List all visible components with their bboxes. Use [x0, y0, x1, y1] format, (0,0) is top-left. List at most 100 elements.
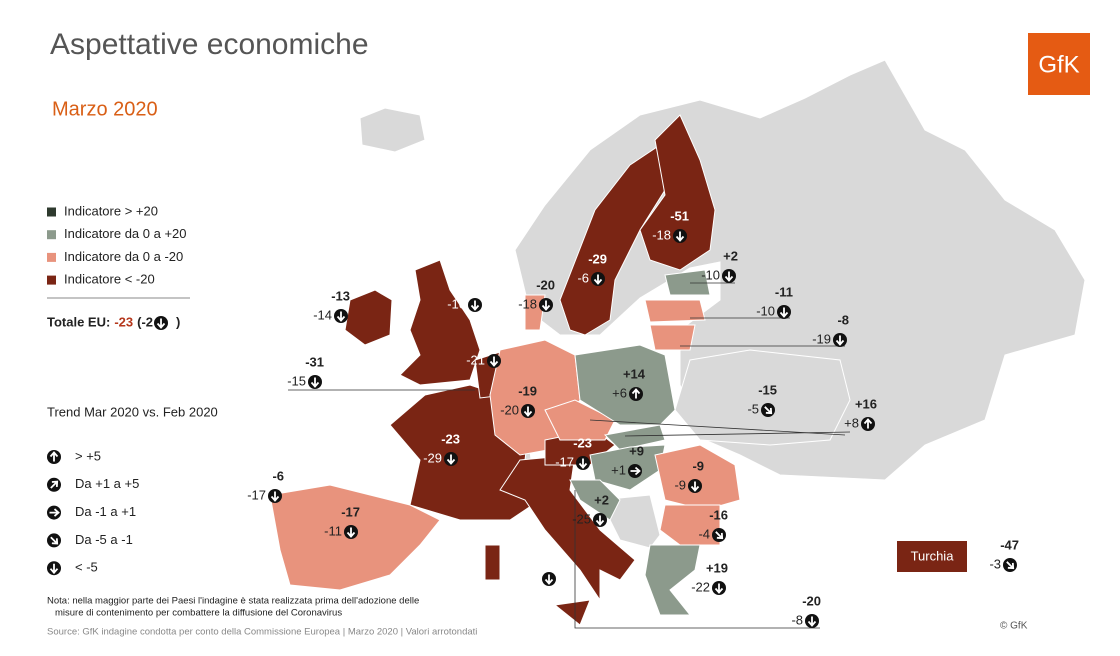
country-change: -3: [989, 556, 1001, 571]
latvia: [644, 299, 706, 323]
trend-icon: [591, 272, 605, 286]
trend-icon: [47, 450, 61, 464]
total-close: ): [176, 314, 180, 329]
legend-label: Indicatore > +20: [64, 203, 158, 218]
trend-icon: [761, 403, 775, 417]
czechia: [544, 399, 616, 441]
leader-line: [624, 431, 851, 437]
legend-swatch: [47, 230, 56, 240]
country-change: -15: [287, 373, 306, 388]
trend-icon: [576, 456, 590, 470]
trend-label: Da -1 a +1: [75, 504, 136, 519]
trend-icon: [861, 417, 875, 431]
country-value: -29: [588, 251, 607, 266]
icon-arrow: [835, 335, 845, 346]
country-change: -43: [521, 570, 540, 585]
trend-icon: [47, 477, 61, 492]
trend-icon: [629, 387, 643, 401]
country-change: -10: [447, 296, 466, 311]
country-change: -18: [652, 227, 671, 242]
romania: [654, 444, 741, 511]
icon-arrow: [779, 307, 789, 318]
trend-icon: [712, 581, 726, 595]
trend-icon: [539, 298, 553, 312]
icon-arrow: [595, 515, 605, 526]
icon-arrow: [675, 231, 685, 242]
logo: [1028, 33, 1090, 95]
trend-label: Da -5 a -1: [75, 532, 133, 547]
trend-icon: [521, 404, 535, 418]
country-value: -17: [341, 504, 360, 519]
legend-swatch: [47, 207, 56, 217]
icon-arrow: [544, 574, 554, 585]
source: Source: GfK indagine condotta per conto …: [47, 627, 477, 638]
sardinia: [484, 544, 501, 581]
trend-icon: [805, 614, 819, 628]
copyright: © GfK: [1000, 621, 1028, 632]
icon-arrow: [50, 480, 59, 489]
total-change: (-2: [137, 314, 153, 329]
trend-label: > +5: [75, 448, 101, 463]
icon-arrow: [724, 271, 734, 282]
lithuania: [649, 324, 696, 351]
trend-icon: [777, 305, 791, 319]
trend-icon: [487, 354, 501, 368]
country-value: -15: [758, 382, 777, 397]
icon-arrow: [523, 406, 533, 417]
country-change: -10: [701, 267, 720, 282]
country-value: -20: [802, 593, 821, 608]
trend-label: Da +1 a +5: [75, 476, 139, 491]
country-value: -13: [331, 288, 350, 303]
icon-arrow: [49, 508, 60, 517]
sicily: [553, 599, 591, 626]
subtitle: Marzo 2020: [52, 98, 158, 120]
icon-arrow: [310, 377, 320, 388]
icon-arrow: [714, 583, 724, 594]
country-change: +6: [612, 385, 627, 400]
trend-icon: [308, 375, 322, 389]
trend-title: Trend Mar 2020 vs. Feb 2020: [47, 404, 218, 419]
icon-arrow: [764, 406, 773, 415]
trend-icon: [154, 316, 169, 330]
country-value: -6: [272, 468, 284, 483]
land: [359, 107, 426, 153]
country-value: -23: [465, 277, 484, 292]
trend-icon: [47, 561, 61, 576]
trend-icon: [47, 505, 61, 520]
country-value: +2: [594, 492, 609, 507]
trend-icon: [1003, 558, 1017, 572]
leader-line: [574, 490, 820, 629]
icon-arrow: [631, 388, 641, 399]
trend-icon: [712, 528, 726, 542]
icon-arrow: [489, 356, 499, 367]
country-change: -17: [247, 487, 266, 502]
trend-label: < -5: [75, 560, 98, 575]
country-value: +2: [723, 248, 738, 263]
country-value: -47: [1000, 537, 1019, 552]
icon-arrow: [50, 536, 59, 545]
country-change: -22: [691, 579, 710, 594]
land: [674, 349, 851, 446]
estonia: [664, 269, 711, 296]
country-change: -25: [572, 511, 591, 526]
legend-swatch: [47, 275, 56, 285]
total-label: Totale EU:: [47, 314, 110, 329]
icon-arrow: [715, 531, 724, 540]
country-change: -18: [518, 296, 537, 311]
country-name: Turchia: [911, 548, 955, 563]
title: Aspettative economiche: [50, 28, 369, 61]
icon-arrow: [690, 481, 700, 492]
trend-icon: [673, 229, 687, 243]
legend-label: Indicatore < -20: [64, 272, 155, 287]
trend-icon: [688, 479, 702, 493]
slovakia: [603, 424, 666, 451]
country-value: -16: [709, 507, 728, 522]
country-change: -11: [324, 523, 342, 538]
trend-icon: [334, 309, 348, 323]
uk: [399, 259, 481, 386]
trend-icon: [268, 489, 282, 503]
greece: [644, 544, 701, 616]
country-value: -31: [305, 354, 324, 369]
icon-arrow: [49, 563, 59, 575]
